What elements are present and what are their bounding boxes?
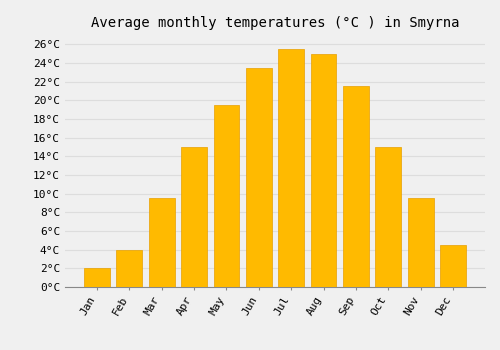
Bar <box>440 245 466 287</box>
Title: Average monthly temperatures (°C ) in Smyrna: Average monthly temperatures (°C ) in Sm… <box>91 16 459 30</box>
Bar <box>149 198 174 287</box>
Bar <box>310 54 336 287</box>
Bar <box>246 68 272 287</box>
Bar <box>376 147 401 287</box>
Bar <box>408 198 434 287</box>
Bar <box>84 268 110 287</box>
Bar <box>214 105 240 287</box>
Bar <box>181 147 207 287</box>
Bar <box>278 49 304 287</box>
Bar <box>116 250 142 287</box>
Bar <box>343 86 369 287</box>
